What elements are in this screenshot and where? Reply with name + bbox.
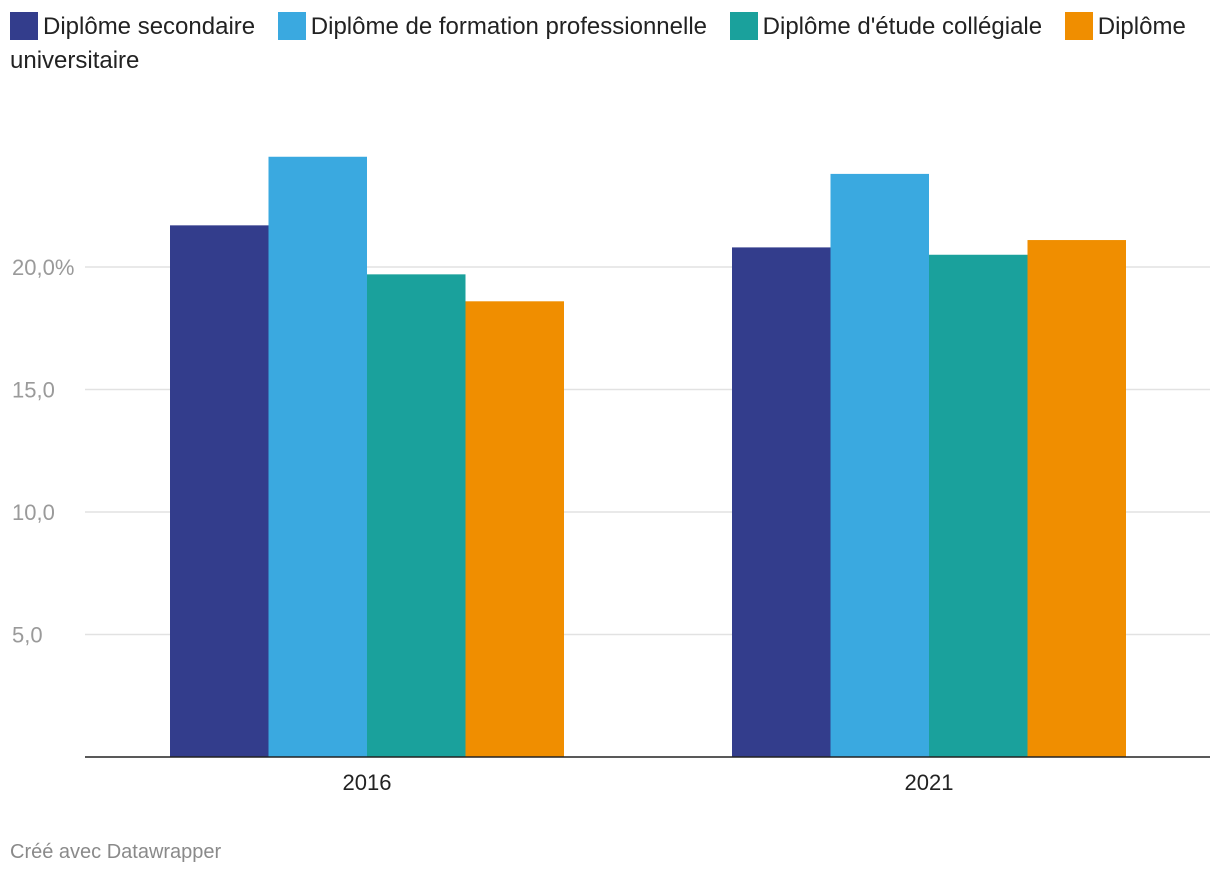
bar (1027, 240, 1126, 758)
legend-swatch (729, 12, 758, 40)
legend-swatch (10, 12, 38, 40)
legend-item: Diplôme de formation professionnelle (277, 12, 707, 40)
bar (367, 274, 466, 757)
y-tick-label: 5,0 (12, 623, 43, 648)
bar (170, 225, 269, 758)
legend-label: Diplôme d'étude collégiale (762, 13, 1043, 40)
bar (268, 156, 367, 757)
y-tick-label: 20,0% (12, 255, 74, 280)
legend-item: Diplôme secondaire (10, 12, 256, 40)
x-axis-tick-labels: 2016 2021 (343, 770, 954, 795)
legend: Diplôme secondaire Diplôme de formation … (10, 10, 1210, 78)
y-axis-tick-labels: 5,0 10,0 15,0 20,0% (12, 255, 74, 648)
y-tick-label: 15,0 (12, 378, 55, 403)
bars (170, 156, 1126, 758)
bar (732, 247, 831, 757)
legend-label: Diplôme universitaire (10, 13, 1186, 74)
legend-item: Diplôme universitaire (10, 12, 1186, 74)
legend-item: Diplôme d'étude collégiale (729, 12, 1043, 40)
legend-swatch (277, 12, 306, 40)
legend-label: Diplôme secondaire (43, 13, 256, 40)
footer-credit: Créé avec Datawrapper (10, 841, 222, 863)
bar (830, 173, 929, 757)
bar (929, 254, 1028, 757)
y-tick-label: 10,0 (12, 500, 55, 525)
bar (465, 301, 564, 757)
x-tick-label: 2016 (343, 770, 392, 795)
legend-swatch (1064, 12, 1093, 40)
x-tick-label: 2021 (905, 770, 954, 795)
legend-label: Diplôme de formation professionnelle (310, 13, 707, 40)
